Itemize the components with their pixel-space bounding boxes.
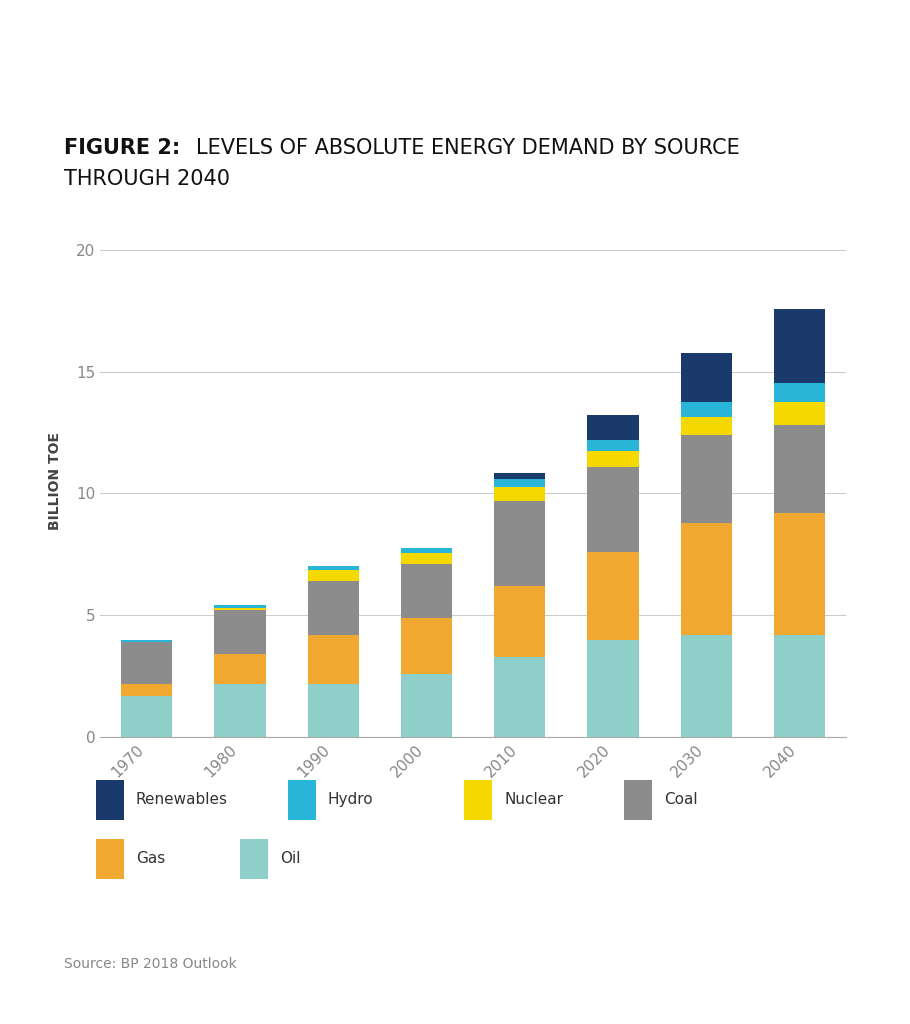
Bar bbox=[308, 635, 359, 684]
Bar bbox=[681, 635, 732, 737]
Text: FIGURE 2:: FIGURE 2: bbox=[64, 138, 180, 159]
Bar bbox=[494, 473, 545, 479]
Bar bbox=[464, 780, 492, 819]
Text: Hydro: Hydro bbox=[328, 793, 374, 808]
Bar bbox=[494, 586, 545, 656]
Bar bbox=[494, 487, 545, 501]
Bar bbox=[121, 696, 172, 737]
Bar bbox=[96, 840, 124, 879]
Bar bbox=[681, 417, 732, 435]
Bar bbox=[401, 564, 452, 617]
Bar bbox=[681, 402, 732, 417]
Bar bbox=[121, 684, 172, 696]
Bar bbox=[774, 425, 825, 513]
Text: Coal: Coal bbox=[664, 793, 698, 808]
Bar bbox=[121, 642, 172, 684]
Text: LEVELS OF ABSOLUTE ENERGY DEMAND BY SOURCE: LEVELS OF ABSOLUTE ENERGY DEMAND BY SOUR… bbox=[196, 138, 740, 159]
Bar bbox=[681, 522, 732, 635]
Bar bbox=[774, 383, 825, 402]
Bar bbox=[288, 780, 316, 819]
Bar bbox=[96, 780, 124, 819]
Bar bbox=[215, 684, 266, 737]
Bar bbox=[215, 608, 266, 610]
Bar bbox=[215, 605, 266, 608]
Bar bbox=[774, 402, 825, 425]
Text: THROUGH 2040: THROUGH 2040 bbox=[64, 169, 229, 189]
Y-axis label: BILLION TOE: BILLION TOE bbox=[48, 432, 62, 530]
Bar bbox=[588, 416, 639, 440]
Text: Gas: Gas bbox=[136, 851, 165, 866]
Bar bbox=[494, 479, 545, 487]
Bar bbox=[401, 674, 452, 737]
Bar bbox=[401, 553, 452, 564]
Bar bbox=[401, 617, 452, 674]
Bar bbox=[588, 451, 639, 467]
Bar bbox=[588, 440, 639, 451]
Bar bbox=[121, 640, 172, 642]
Bar bbox=[308, 684, 359, 737]
Bar bbox=[215, 654, 266, 684]
Bar bbox=[624, 780, 652, 819]
Bar bbox=[774, 309, 825, 383]
Bar bbox=[681, 435, 732, 522]
Bar bbox=[774, 513, 825, 635]
Bar bbox=[588, 640, 639, 737]
Bar bbox=[588, 467, 639, 552]
Bar bbox=[308, 582, 359, 635]
Text: Source: BP 2018 Outlook: Source: BP 2018 Outlook bbox=[64, 957, 237, 972]
Text: Oil: Oil bbox=[280, 851, 300, 866]
Bar bbox=[774, 635, 825, 737]
Bar bbox=[494, 501, 545, 586]
Bar bbox=[681, 353, 732, 402]
Text: Nuclear: Nuclear bbox=[504, 793, 563, 808]
Bar bbox=[308, 570, 359, 582]
Text: Renewables: Renewables bbox=[136, 793, 228, 808]
Bar bbox=[494, 656, 545, 737]
Bar bbox=[215, 610, 266, 654]
Bar bbox=[588, 552, 639, 640]
Bar bbox=[240, 840, 268, 879]
Bar bbox=[308, 566, 359, 570]
Bar bbox=[401, 548, 452, 553]
